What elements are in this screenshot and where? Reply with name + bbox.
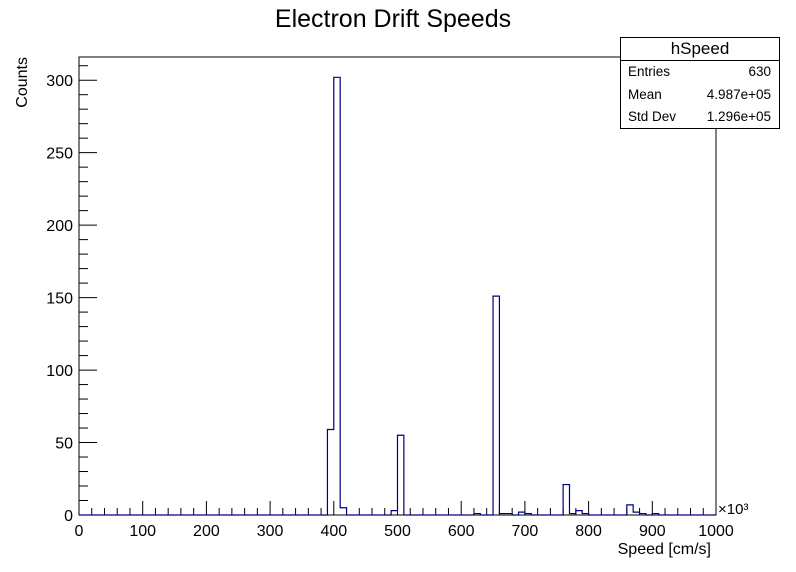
histogram-bin xyxy=(327,429,333,515)
stats-row-entries: Entries 630 xyxy=(621,61,779,84)
histogram-bin xyxy=(627,505,633,515)
histogram-bin xyxy=(563,485,569,515)
stats-value: 1.296e+05 xyxy=(706,109,771,124)
x-axis-multiplier: ×10³ xyxy=(718,501,748,518)
chart-title: Electron Drift Speeds xyxy=(274,5,512,33)
x-tick-label: 200 xyxy=(193,523,220,540)
y-axis-label: Counts xyxy=(14,57,31,108)
x-tick-label: 500 xyxy=(384,523,411,540)
stats-value: 630 xyxy=(748,64,771,79)
y-tick-label: 200 xyxy=(46,218,73,235)
x-tick-label: 400 xyxy=(320,523,347,540)
y-tick-label: 100 xyxy=(46,363,73,380)
x-tick-label: 100 xyxy=(129,523,156,540)
x-tick-label: 0 xyxy=(75,523,84,540)
histogram-bin xyxy=(334,77,340,515)
histogram-bin xyxy=(340,508,346,515)
y-tick-label: 50 xyxy=(55,436,73,453)
stats-box-name: hSpeed xyxy=(621,38,779,61)
x-tick-label: 300 xyxy=(257,523,284,540)
stats-value: 4.987e+05 xyxy=(706,86,771,102)
x-axis-label: Speed [cm/s] xyxy=(618,541,711,558)
histogram-bin xyxy=(391,511,397,515)
x-tick-label: 900 xyxy=(639,523,666,540)
y-tick-label: 250 xyxy=(46,146,73,163)
histogram-bin xyxy=(576,511,582,515)
x-tick-label: 800 xyxy=(575,523,602,540)
y-tick-label: 150 xyxy=(46,291,73,308)
axes: 0 100 200 300 400 500 600 700 800 900 1000 0 50 100 15… xyxy=(46,65,734,540)
histogram-outline xyxy=(79,76,716,516)
stats-label: Entries xyxy=(628,64,671,79)
x-tick-label: 600 xyxy=(448,523,475,540)
stats-row-stddev: Std Dev 1.296e+05 xyxy=(621,106,779,129)
x-tick-label: 1000 xyxy=(698,523,734,540)
y-tick-label: 0 xyxy=(64,508,73,525)
y-tick-label: 300 xyxy=(46,73,73,90)
x-tick-label: 700 xyxy=(512,523,539,540)
stats-label: Mean xyxy=(628,86,662,102)
stats-box: hSpeed Entries 630 Mean 4.987e+05 Std De… xyxy=(620,37,780,129)
histogram-bin xyxy=(493,296,499,515)
stats-label: Std Dev xyxy=(628,109,677,124)
stats-row-mean: Mean 4.987e+05 xyxy=(621,84,779,107)
histogram-bin xyxy=(398,435,404,515)
